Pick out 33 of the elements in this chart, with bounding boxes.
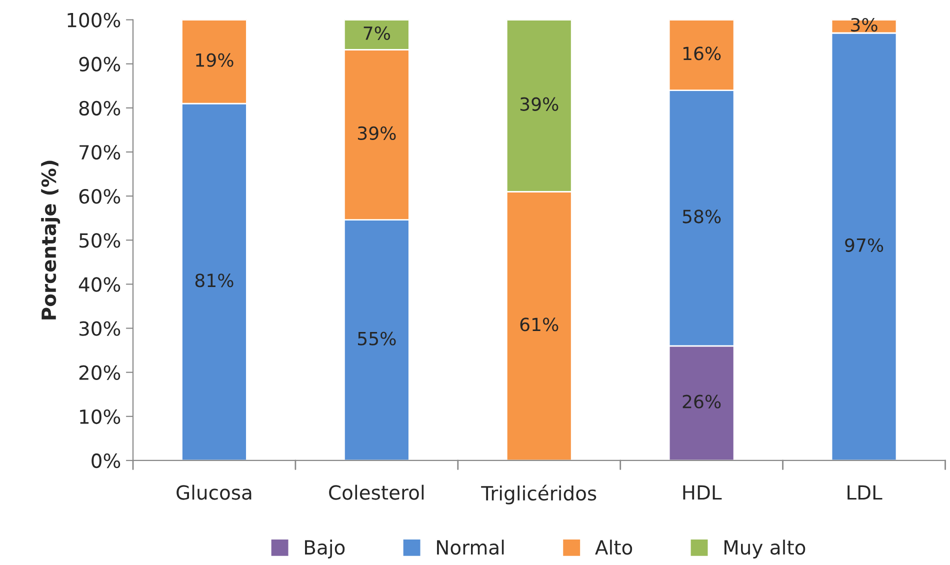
- x-tick-label: HDL: [683, 485, 722, 500]
- x-tick-label: LDL: [848, 485, 882, 500]
- y-tick-label: 70%: [80, 144, 120, 160]
- y-tick-label: 10%: [80, 409, 120, 424]
- y-tick-label: 60%: [79, 189, 120, 204]
- data-label: 58%: [682, 210, 721, 224]
- x-tick-label: Glucosa: [176, 484, 252, 500]
- legend-label: Alto: [595, 540, 632, 555]
- y-tick-label: 80%: [79, 100, 120, 116]
- data-label: 97%: [845, 238, 884, 252]
- data-label: 19%: [196, 53, 234, 67]
- x-tick-label: Colesterol: [329, 484, 424, 500]
- y-axis-title: Porcentaje (%): [41, 160, 60, 320]
- data-label: 39%: [358, 126, 396, 140]
- y-tick-label: 0%: [92, 453, 120, 468]
- x-tick-label: Triglicéridos: [481, 484, 596, 504]
- data-label: 7%: [364, 26, 390, 40]
- data-label: 16%: [683, 46, 721, 60]
- data-label: 55%: [358, 332, 396, 346]
- data-label: 61%: [520, 318, 558, 332]
- y-tick-label: 20%: [79, 365, 120, 380]
- y-tick-label: 90%: [79, 56, 120, 72]
- data-label: 3%: [851, 18, 878, 32]
- data-label: 26%: [682, 394, 721, 408]
- legend-label: Normal: [437, 540, 504, 555]
- legend-label: Muy alto: [724, 540, 806, 558]
- data-label: 81%: [195, 274, 234, 288]
- y-tick-label: 100%: [68, 12, 120, 28]
- y-tick-label: 50%: [79, 233, 120, 248]
- legend-label: Bajo: [305, 540, 345, 558]
- y-tick-label: 30%: [79, 321, 120, 336]
- y-tick-label: 40%: [78, 277, 120, 292]
- data-label: 39%: [520, 97, 558, 111]
